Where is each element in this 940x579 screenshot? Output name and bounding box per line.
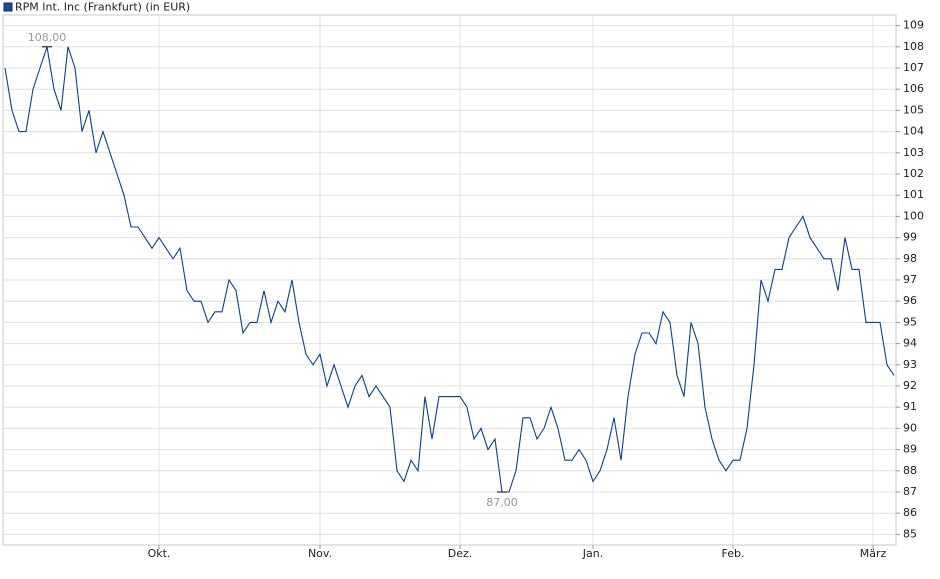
y-tick-label: 103	[903, 146, 924, 159]
y-tick-label: 107	[903, 61, 924, 74]
extreme-label: 108,00	[28, 31, 67, 44]
y-tick-label: 100	[903, 209, 924, 222]
y-tick-label: 88	[903, 464, 917, 477]
y-tick-label: 109	[903, 19, 924, 32]
y-tick-label: 90	[903, 421, 917, 434]
y-tick-label: 86	[903, 506, 917, 519]
y-tick-label: 91	[903, 400, 917, 413]
legend-swatch	[3, 2, 13, 12]
y-tick-label: 102	[903, 167, 924, 180]
y-tick-label: 92	[903, 379, 917, 392]
y-tick-label: 95	[903, 315, 917, 328]
y-tick-label: 108	[903, 40, 924, 53]
y-tick-label: 106	[903, 82, 924, 95]
y-tick-label: 104	[903, 125, 924, 138]
y-tick-label: 94	[903, 337, 917, 350]
y-tick-label: 96	[903, 294, 917, 307]
y-tick-label: 87	[903, 485, 917, 498]
x-tick-label: Feb.	[722, 547, 745, 560]
x-tick-label: Okt.	[148, 547, 171, 560]
legend-label: RPM Int. Inc (Frankfurt) (in EUR)	[15, 1, 190, 14]
x-tick-label: Jan.	[582, 547, 603, 560]
y-tick-label: 93	[903, 358, 917, 371]
x-tick-label: Nov.	[308, 547, 332, 560]
y-tick-label: 99	[903, 231, 917, 244]
y-tick-label: 105	[903, 103, 924, 116]
y-tick-label: 85	[903, 527, 917, 540]
y-tick-label: 89	[903, 443, 917, 456]
y-tick-label: 98	[903, 252, 917, 265]
x-tick-label: Dez.	[448, 547, 473, 560]
x-tick-label: März	[860, 547, 887, 560]
y-tick-label: 97	[903, 273, 917, 286]
y-tick-label: 101	[903, 188, 924, 201]
price-line	[4, 46, 895, 493]
extreme-label: 87,00	[486, 496, 518, 509]
